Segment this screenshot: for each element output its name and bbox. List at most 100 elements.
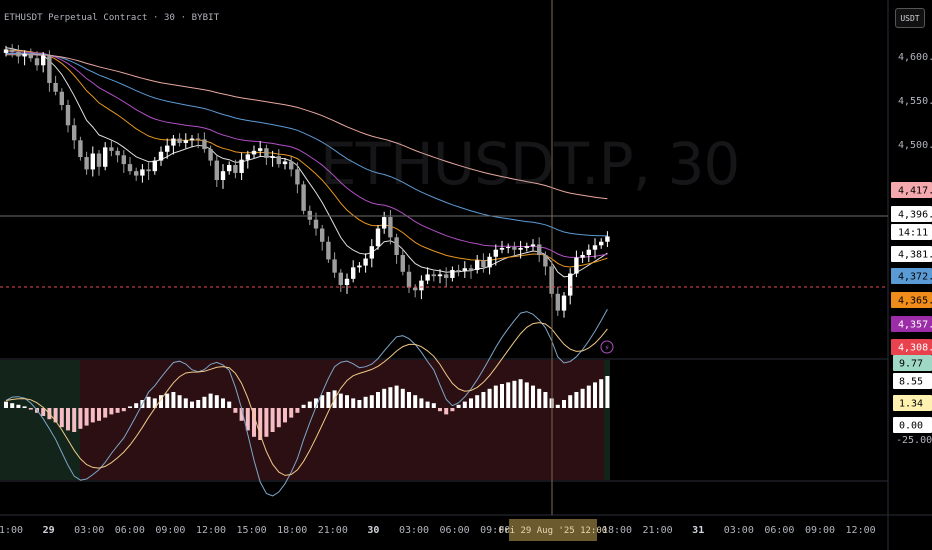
macd-histogram-bar <box>400 388 405 408</box>
candle-body <box>258 148 263 151</box>
macd-histogram-bar <box>245 408 250 431</box>
macd-histogram-bar <box>605 376 610 408</box>
candle-body <box>537 244 542 255</box>
ema-orange-line <box>5 49 608 268</box>
time-axis-label: 15:00 <box>237 525 267 536</box>
macd-histogram-bar <box>4 401 8 408</box>
axes: 4,600.004,550.004,500.004,450.004,417.39… <box>0 52 932 541</box>
macd-histogram-bar <box>500 384 504 408</box>
macd-histogram-bar <box>10 403 15 408</box>
time-axis-label: 18:00 <box>277 525 307 536</box>
macd-histogram-bar <box>493 385 498 408</box>
badge-ema-pink-text: 4,417.39 <box>898 186 932 197</box>
macd-histogram-bar <box>512 380 517 408</box>
macd-histogram-bar <box>103 408 108 418</box>
macd-histogram-bar <box>326 392 331 408</box>
ema-lines <box>5 47 608 278</box>
macd-histogram-bar <box>555 404 560 408</box>
macd-histogram-bar <box>599 379 604 408</box>
badge-macd-hist-text: 8.55 <box>899 377 923 388</box>
badge-countdown <box>891 224 932 240</box>
macd-histogram-bar <box>388 387 393 408</box>
time-axis-label: 18:00 <box>602 525 632 536</box>
badge-ema-orange-text: 4,365.69 <box>898 296 932 307</box>
candle-body <box>357 265 362 268</box>
candle-body <box>388 217 393 238</box>
macd-histogram-bar <box>196 400 201 408</box>
candle-body <box>239 159 244 173</box>
macd-histogram-bar <box>233 408 238 413</box>
candle-body <box>177 138 182 143</box>
time-axis-label: 03:00 <box>724 525 754 536</box>
macd-histogram-bar <box>115 408 120 413</box>
macd-histogram-bar <box>537 388 542 408</box>
candle-body <box>103 147 108 167</box>
macd-histogram-bar <box>84 408 89 426</box>
macd-histogram-bar <box>152 398 157 408</box>
macd-histogram-bar <box>382 388 387 408</box>
macd-histogram-bar <box>524 382 529 408</box>
macd-histogram-bar <box>481 392 486 408</box>
time-axis-label: 21:00 <box>643 525 673 536</box>
candle-body <box>518 247 523 250</box>
time-axis-label: 29 <box>43 525 55 536</box>
time-axis-label: 09:00 <box>480 525 510 536</box>
macd-histogram-bar <box>444 408 449 415</box>
candle-body <box>65 105 71 126</box>
candle-body <box>227 165 232 172</box>
lightning-glyph: ⚡ <box>604 344 610 353</box>
candle-body <box>16 52 21 57</box>
candle-body <box>344 278 350 285</box>
candle-body <box>543 255 548 267</box>
time-axis-label: 06:00 <box>440 525 470 536</box>
macd-histogram-bar <box>66 408 70 431</box>
candle-body <box>214 160 219 180</box>
price-axis-tick: 4,600.00 <box>898 52 932 63</box>
candle-body <box>109 147 114 151</box>
macd-histogram-bar <box>320 395 325 408</box>
candle-body <box>251 150 257 155</box>
time-axis-label: 12:00 <box>846 525 876 536</box>
candle-body <box>295 169 300 185</box>
macd-histogram-bar <box>475 395 480 408</box>
candle-body <box>183 140 188 143</box>
currency-button[interactable]: USDT <box>895 8 925 28</box>
macd-histogram-bar <box>357 400 362 408</box>
ema-purple-line <box>6 51 608 258</box>
candle-body <box>506 247 511 249</box>
macd-histogram-bar <box>425 401 430 408</box>
badge-macd-signal-text: 1.34 <box>899 399 923 410</box>
time-axis-label: 03:00 <box>399 525 429 536</box>
candle-body <box>22 53 27 57</box>
macd-histogram-bar <box>314 398 318 408</box>
macd-histogram-bar <box>456 404 461 408</box>
candle-body <box>41 55 46 66</box>
candle-body <box>462 268 467 271</box>
macd-bullish-region <box>604 360 610 480</box>
macd-histogram-bar <box>431 403 436 408</box>
macd-histogram-bar <box>438 408 442 412</box>
candle-body <box>524 246 529 248</box>
badge-macd-zero-text: 0.00 <box>899 421 923 432</box>
macd-histogram-bar <box>469 398 473 408</box>
candle-body <box>146 169 151 172</box>
macd-histogram-bar <box>146 396 151 408</box>
candle-body <box>580 255 585 258</box>
price-axis-tick: 4,550.00 <box>898 96 932 107</box>
lightning-icon[interactable] <box>600 340 614 354</box>
crosshair-time-label: Fri 29 Aug '25 12:00 <box>499 526 607 536</box>
macd-histogram-bar <box>258 408 263 440</box>
crosshair-time-label-bg <box>509 519 597 541</box>
badge-ema-white-text: 4,381.64 <box>898 250 932 261</box>
macd-histogram-bar <box>177 395 182 408</box>
macd-histogram-bar <box>208 393 213 408</box>
badge-macd-zero <box>893 417 932 433</box>
candle-body <box>413 287 418 291</box>
macd-histogram-bar <box>301 404 306 408</box>
candle-body <box>425 274 430 281</box>
candle-body <box>394 237 399 255</box>
macd-histogram-bar <box>59 408 64 428</box>
macd-histogram-bar <box>121 408 126 412</box>
candle-body <box>561 295 567 311</box>
